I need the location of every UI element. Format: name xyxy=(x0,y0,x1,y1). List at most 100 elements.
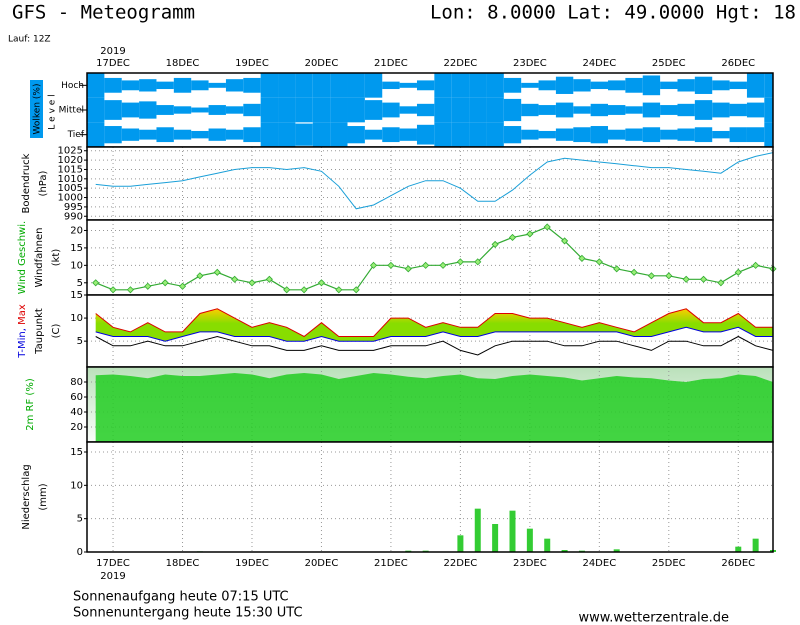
wind-marker xyxy=(126,286,134,294)
cloud-cover xyxy=(121,128,140,141)
cloud-cover xyxy=(625,128,643,141)
cloud-cover xyxy=(677,128,695,141)
cloud-cover xyxy=(208,105,226,115)
cloud-cover xyxy=(538,80,556,91)
cloud-cover xyxy=(330,122,348,147)
cloud-cover xyxy=(486,97,504,123)
y-tick-label: 5 xyxy=(77,514,83,525)
cloud-cover xyxy=(295,97,313,123)
cloud-cover xyxy=(330,97,348,123)
sunrise: Sonnenaufgang heute 07:15 UTC xyxy=(73,590,289,605)
cloud-cover xyxy=(312,122,331,147)
cloud-cover xyxy=(104,77,122,93)
pressure-line xyxy=(95,152,774,210)
cloud-cover xyxy=(156,105,174,115)
cloud-cover xyxy=(364,73,383,98)
date-label-bottom: 23DEC xyxy=(513,558,547,569)
y-tick-label: 80 xyxy=(70,377,83,388)
cloud-label-box xyxy=(30,80,43,138)
wind-marker xyxy=(595,258,603,266)
panel-bg xyxy=(87,220,773,295)
wind-marker xyxy=(144,282,152,290)
cloud-cover xyxy=(608,105,626,115)
cloud-cover xyxy=(260,73,279,98)
panel-label: 2m RF (%) xyxy=(25,378,36,431)
cloud-cover xyxy=(555,76,574,94)
cloud-cover xyxy=(330,73,348,98)
wind-marker xyxy=(561,237,569,245)
rh-area xyxy=(95,373,774,442)
cloud-cover xyxy=(694,76,713,94)
panel-label: (C) xyxy=(51,324,62,339)
cloud-cover xyxy=(729,127,747,143)
cloud-cover xyxy=(469,122,487,147)
wind-marker xyxy=(439,261,447,269)
cloud-cover xyxy=(746,102,765,118)
wind-marker xyxy=(422,261,430,269)
cloud-cover xyxy=(243,77,261,93)
wind-line xyxy=(95,226,774,291)
cloud-cover xyxy=(312,73,331,98)
cloud-cover xyxy=(295,123,313,146)
cloud-cover xyxy=(243,127,261,143)
wind-marker xyxy=(647,272,655,280)
wind-marker xyxy=(613,265,621,273)
date-label-bottom: 18DEC xyxy=(166,558,200,569)
date-label-bottom: 20DEC xyxy=(305,558,339,569)
cloud-cover xyxy=(590,103,609,117)
cloud-cover xyxy=(521,129,539,140)
cloud-cover xyxy=(278,122,296,147)
temp-line xyxy=(95,308,773,338)
cloud-cover xyxy=(764,97,773,123)
panel-label-part: Wind Geschwi. xyxy=(17,221,28,294)
cloud-cover xyxy=(173,77,192,93)
y-tick-label: 15 xyxy=(70,243,83,254)
cloud-cover xyxy=(156,127,174,143)
panel-label-part: (hPa) xyxy=(38,170,49,196)
cloud-cover xyxy=(225,129,244,140)
y-tick-label: 1015 xyxy=(58,164,83,175)
cloud-cover xyxy=(434,122,452,147)
y-tick-label: 15 xyxy=(70,447,83,458)
wind-marker xyxy=(161,279,169,287)
cloud-cover xyxy=(347,97,365,123)
precip-bar xyxy=(752,538,759,552)
cloud-cover xyxy=(625,106,643,114)
title: GFS - Meteogramm xyxy=(12,2,195,24)
cloud-cover xyxy=(382,102,400,118)
cloud-cover xyxy=(573,127,591,143)
wind-marker xyxy=(578,254,586,262)
wind-marker xyxy=(699,275,708,283)
cloud-cover xyxy=(382,81,400,90)
cloud-cover xyxy=(521,103,539,117)
level-label: Mittel xyxy=(59,106,84,116)
y-tick-label: 1020 xyxy=(58,155,83,166)
panel-frame xyxy=(86,441,774,553)
cloud-cover xyxy=(260,122,279,147)
cloud-cover xyxy=(278,97,296,123)
wind-marker xyxy=(248,279,256,287)
cloud-cover xyxy=(208,82,226,88)
wind-marker xyxy=(369,261,378,269)
cloud-cover xyxy=(191,130,209,139)
date-label-top: 26DEC xyxy=(721,58,755,69)
cloud-cover xyxy=(364,100,383,120)
cloud-cover xyxy=(486,122,504,147)
y-tick-label: 1005 xyxy=(58,183,83,194)
cloud-cover xyxy=(87,122,105,147)
precip-bar xyxy=(474,508,481,552)
cloud-cover xyxy=(573,106,591,114)
wind-marker xyxy=(352,286,360,294)
cloud-cover xyxy=(555,128,574,141)
y-tick-label: 10 xyxy=(70,260,83,271)
y-tick-label: 995 xyxy=(64,202,83,213)
cloud-cover xyxy=(660,129,678,140)
cloud-cover xyxy=(451,97,470,123)
year-bottom: 2019 xyxy=(100,571,125,582)
cloud-cover xyxy=(121,102,140,118)
wind-marker xyxy=(682,275,690,283)
panel-label: Niederschlag xyxy=(21,464,32,529)
date-label-bottom: 22DEC xyxy=(444,558,478,569)
wind-marker xyxy=(92,279,100,287)
